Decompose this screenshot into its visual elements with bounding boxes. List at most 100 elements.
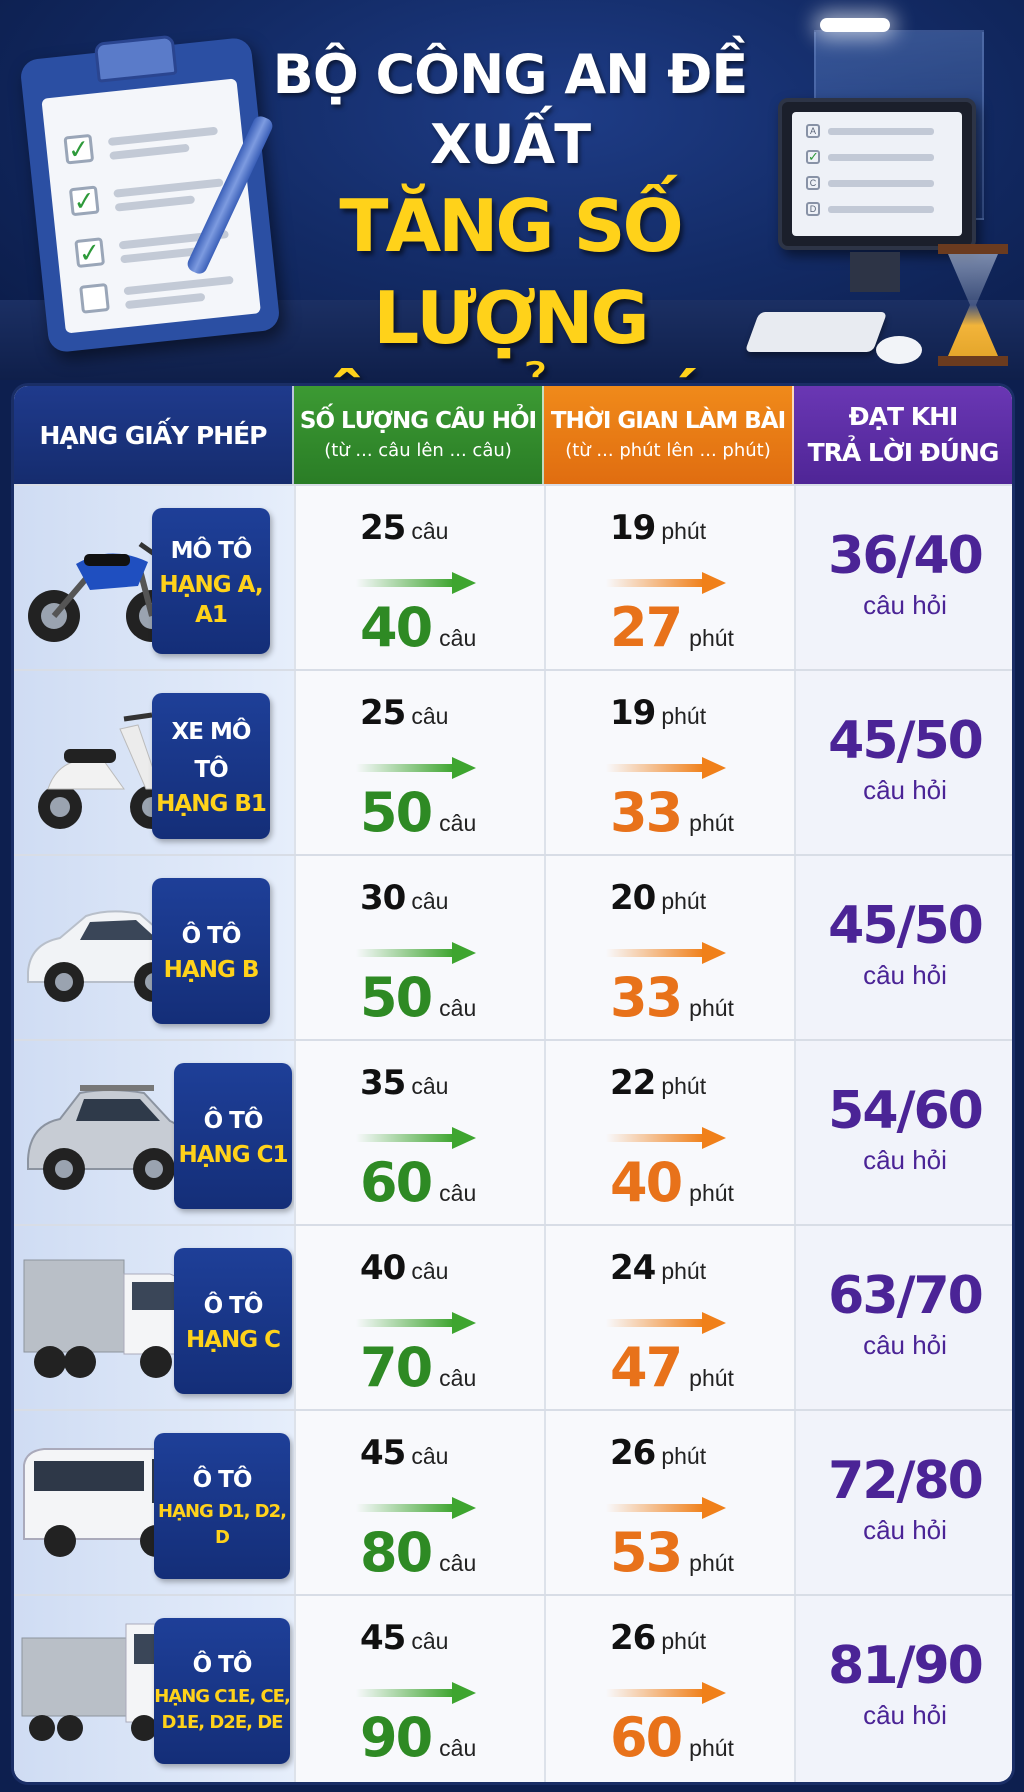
questions-cell: 25 câu 50 câu bbox=[294, 671, 544, 861]
pass-unit: câu hỏi bbox=[863, 960, 947, 990]
time-from: 26 phút bbox=[610, 1618, 707, 1658]
questions-cell: 25 câu 40 câu bbox=[294, 486, 544, 676]
time-from: 19 phút bbox=[610, 508, 707, 548]
pass-score: 81/90 bbox=[828, 1636, 984, 1696]
questions-to: 80 câu bbox=[360, 1521, 477, 1584]
table-row: Ô TÔ HẠNG C1E, CE, D1E, D2E, DE 45 câu 90 câu… bbox=[14, 1594, 1012, 1782]
time-to: 33 phút bbox=[610, 966, 734, 1029]
license-class: HẠNG A, A1 bbox=[159, 572, 263, 628]
license-badge: Ô TÔ HẠNG C bbox=[174, 1248, 292, 1394]
pass-unit: câu hỏi bbox=[863, 1330, 947, 1360]
questions-cell: 30 câu 50 câu bbox=[294, 856, 544, 1046]
pass-cell: 63/70 câu hỏi bbox=[794, 1226, 1012, 1416]
time-to: 27 phút bbox=[610, 596, 734, 659]
header-questions: SỐ LƯỢNG CÂU HỎI (từ ... câu lên ... câu… bbox=[294, 386, 544, 484]
license-cell: Ô TÔ HẠNG C bbox=[14, 1226, 294, 1416]
checkmark-icon: ✓ bbox=[74, 237, 106, 269]
title-line-2: TĂNG SỐ LƯỢNG bbox=[339, 184, 683, 360]
arrow-right-icon bbox=[606, 942, 726, 964]
vehicle-type: MÔ TÔ bbox=[170, 538, 253, 564]
questions-to: 90 câu bbox=[360, 1706, 477, 1769]
ceiling-lamp bbox=[820, 18, 890, 32]
checklist-row bbox=[79, 268, 251, 316]
quiz-screen: A ✓ C D bbox=[792, 112, 962, 236]
questions-to: 50 câu bbox=[360, 781, 477, 844]
vehicle-type: Ô TÔ bbox=[181, 923, 242, 949]
questions-to: 60 câu bbox=[360, 1151, 477, 1214]
arrow-right-icon bbox=[606, 1312, 726, 1334]
suv-icon bbox=[20, 1059, 190, 1209]
pass-cell: 45/50 câu hỏi bbox=[794, 671, 1012, 861]
vehicle-type: Ô TÔ bbox=[192, 1467, 253, 1493]
vehicle-type: Ô TÔ bbox=[192, 1652, 253, 1678]
license-class: HẠNG B1 bbox=[156, 791, 267, 817]
vehicle-type: Ô TÔ bbox=[203, 1293, 264, 1319]
pass-unit: câu hỏi bbox=[863, 590, 947, 620]
license-badge: Ô TÔ HẠNG C1E, CE, D1E, D2E, DE bbox=[154, 1618, 291, 1764]
time-to: 60 phút bbox=[610, 1706, 734, 1769]
time-cell: 22 phút 40 phút bbox=[544, 1041, 794, 1231]
pass-score: 54/60 bbox=[828, 1081, 984, 1141]
option-a-icon: A bbox=[806, 124, 820, 138]
license-cell: Ô TÔ HẠNG D1, D2, D bbox=[14, 1411, 294, 1601]
license-cell: Ô TÔ HẠNG C1E, CE, D1E, D2E, DE bbox=[14, 1596, 294, 1782]
pass-cell: 36/40 câu hỏi bbox=[794, 486, 1012, 676]
arrow-right-icon bbox=[356, 942, 476, 964]
arrow-right-icon bbox=[606, 1497, 726, 1519]
license-badge: XE MÔ TÔ HẠNG B1 bbox=[152, 693, 270, 839]
title-line-1: BỘ CÔNG AN ĐỀ XUẤT bbox=[272, 43, 749, 176]
time-cell: 19 phút 27 phút bbox=[544, 486, 794, 676]
time-from: 24 phút bbox=[610, 1248, 707, 1288]
arrow-right-icon bbox=[356, 1497, 476, 1519]
header-banner: ✓ ✓ ✓ BỘ CÔNG AN ĐỀ XUẤT TĂNG S bbox=[0, 0, 1024, 380]
questions-from: 40 câu bbox=[360, 1248, 449, 1288]
time-cell: 26 phút 60 phút bbox=[544, 1596, 794, 1782]
page-title: BỘ CÔNG AN ĐỀ XUẤT TĂNG SỐ LƯỢNG CÂU HỎI… bbox=[240, 40, 780, 380]
pass-cell: 81/90 câu hỏi bbox=[794, 1596, 1012, 1782]
computer-monitor-icon: A ✓ C D bbox=[778, 98, 976, 250]
header-license: HẠNG GIẤY PHÉP bbox=[14, 386, 294, 484]
table-row: Ô TÔ HẠNG C 40 câu 70 câu 24 phút 47 phút 63/70 câu… bbox=[14, 1224, 1012, 1416]
time-from: 20 phút bbox=[610, 878, 707, 918]
time-from: 22 phút bbox=[610, 1063, 707, 1103]
license-cell: Ô TÔ HẠNG C1 bbox=[14, 1041, 294, 1231]
questions-from: 30 câu bbox=[360, 878, 449, 918]
questions-cell: 35 câu 60 câu bbox=[294, 1041, 544, 1231]
pass-cell: 54/60 câu hỏi bbox=[794, 1041, 1012, 1231]
questions-from: 35 câu bbox=[360, 1063, 449, 1103]
pass-score: 36/40 bbox=[828, 526, 984, 586]
option-d-icon: D bbox=[806, 202, 820, 216]
license-cell: XE MÔ TÔ HẠNG B1 bbox=[14, 671, 294, 861]
clipboard-clip bbox=[93, 34, 178, 83]
license-class: HẠNG C1E, CE, D1E, D2E, DE bbox=[154, 1686, 291, 1733]
monitor-stand bbox=[850, 252, 900, 292]
license-badge: Ô TÔ HẠNG B bbox=[152, 878, 270, 1024]
questions-from: 25 câu bbox=[360, 693, 449, 733]
checklist-row: ✓ bbox=[63, 119, 235, 167]
license-class: HẠNG B bbox=[163, 957, 260, 983]
questions-cell: 40 câu 70 câu bbox=[294, 1226, 544, 1416]
table-row: XE MÔ TÔ HẠNG B1 25 câu 50 câu 19 phút 33 phút 45/… bbox=[14, 669, 1012, 861]
arrow-right-icon bbox=[356, 1312, 476, 1334]
checkmark-icon: ✓ bbox=[63, 133, 95, 165]
table-header: HẠNG GIẤY PHÉP SỐ LƯỢNG CÂU HỎI (từ ... … bbox=[14, 386, 1012, 484]
license-class: HẠNG C bbox=[185, 1327, 281, 1353]
arrow-right-icon bbox=[606, 1682, 726, 1704]
pass-cell: 45/50 câu hỏi bbox=[794, 856, 1012, 1046]
arrow-right-icon bbox=[606, 1127, 726, 1149]
car-icon bbox=[20, 874, 190, 1024]
license-cell: MÔ TÔ HẠNG A, A1 bbox=[14, 486, 294, 676]
hourglass-icon bbox=[938, 244, 1008, 366]
license-class: HẠNG D1, D2, D bbox=[158, 1501, 287, 1548]
time-cell: 24 phút 47 phút bbox=[544, 1226, 794, 1416]
questions-from: 25 câu bbox=[360, 508, 449, 548]
header-pass: ĐẠT KHI TRẢ LỜI ĐÚNG bbox=[794, 386, 1012, 484]
arrow-right-icon bbox=[356, 1127, 476, 1149]
pass-score: 45/50 bbox=[828, 711, 984, 771]
pass-unit: câu hỏi bbox=[863, 1145, 947, 1175]
header-time: THỜI GIAN LÀM BÀI (từ ... phút lên ... p… bbox=[544, 386, 794, 484]
questions-cell: 45 câu 90 câu bbox=[294, 1596, 544, 1782]
vehicle-type: Ô TÔ bbox=[203, 1108, 264, 1134]
pass-score: 72/80 bbox=[828, 1451, 984, 1511]
license-badge: Ô TÔ HẠNG D1, D2, D bbox=[154, 1433, 290, 1579]
